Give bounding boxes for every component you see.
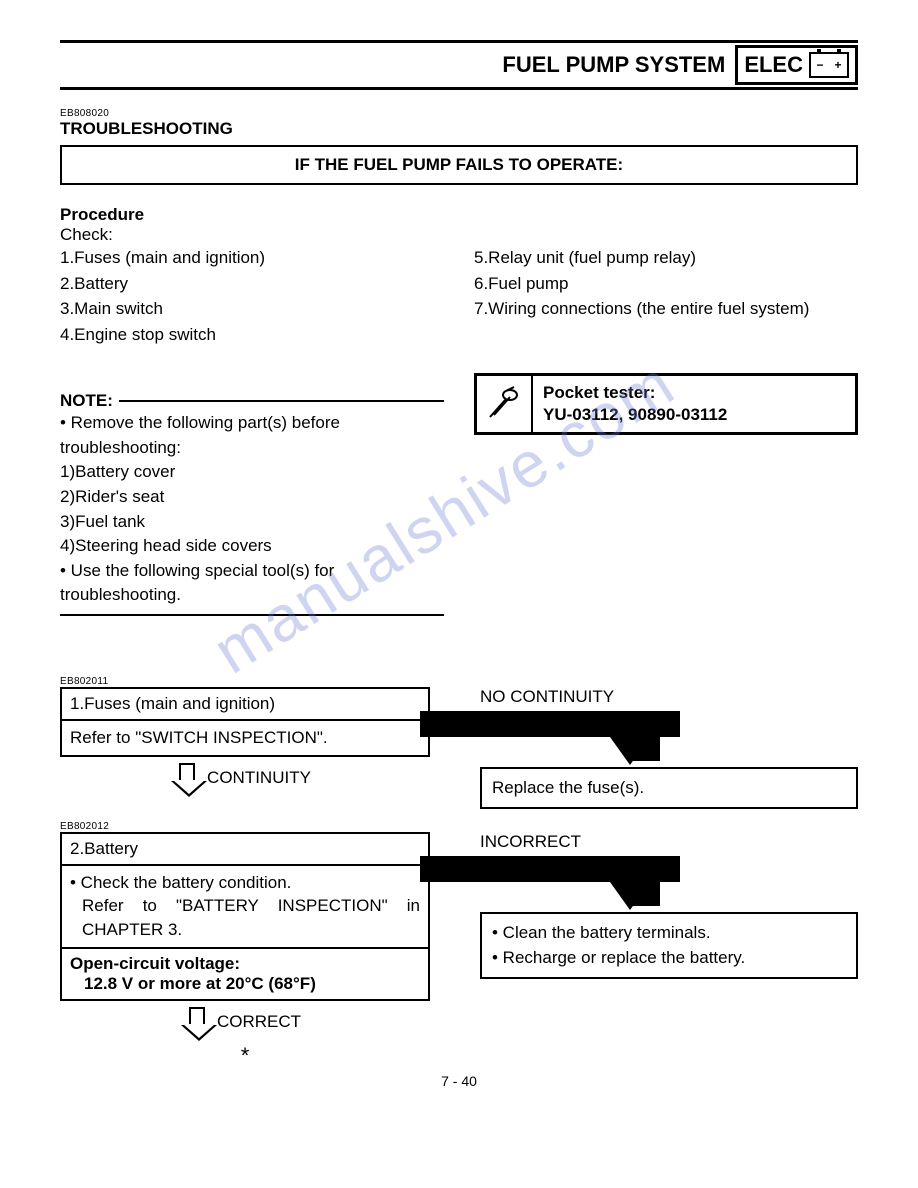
step1-box: 1.Fuses (main and ignition) Refer to "SW… [60, 687, 430, 757]
tool-title: Pocket tester: [543, 382, 727, 404]
step2-sub2: 12.8 V or more at 20°C (68°F) [70, 974, 420, 994]
arrow-down-icon [189, 1007, 205, 1025]
header-title: FUEL PUMP SYSTEM [502, 52, 725, 78]
tool-value: YU-03112, 90890-03112 [543, 404, 727, 426]
result-battery: • Clean the battery terminals. • Recharg… [480, 912, 858, 979]
page-number: 7 - 40 [441, 1073, 477, 1089]
tester-icon [477, 376, 533, 432]
step1-title: 1.Fuses (main and ignition) [62, 689, 428, 721]
procedure-check: Check: [60, 225, 858, 245]
battery-pos: + [834, 58, 841, 72]
elec-label: ELEC [744, 52, 803, 78]
correct-label: CORRECT [217, 1012, 301, 1032]
proc-item: 2.Battery [60, 271, 444, 297]
proc-item: 3.Main switch [60, 296, 444, 322]
section-title: TROUBLESHOOTING [60, 119, 858, 139]
arrow-right-icon [420, 856, 680, 882]
step2-sub1: Open-circuit voltage: [70, 954, 420, 974]
step2-title: 2.Battery [62, 834, 428, 866]
result-line: • Clean the battery terminals. [492, 920, 846, 946]
page-header: FUEL PUMP SYSTEM ELEC − + [60, 40, 858, 90]
flowchart: EB802011 1.Fuses (main and ignition) Ref… [60, 676, 858, 1069]
no-continuity-label: NO CONTINUITY [480, 687, 858, 707]
note-rule [119, 400, 444, 402]
step2-box: 2.Battery • Check the battery condition.… [60, 832, 430, 1001]
note-item: 1)Battery cover [60, 460, 444, 485]
note-label: NOTE: [60, 391, 113, 411]
note-bullet: • Use the following special tool(s) for … [60, 559, 444, 608]
note-item: 4)Steering head side covers [60, 534, 444, 559]
procedure-left: 1.Fuses (main and ignition) 2.Battery 3.… [60, 245, 444, 347]
battery-icon: − + [809, 52, 849, 78]
note-block: NOTE: • Remove the following part(s) bef… [60, 369, 444, 616]
tool-block: Pocket tester: YU-03112, 90890-03112 [474, 369, 858, 435]
result-fuse: Replace the fuse(s). [480, 767, 858, 809]
step1-body: Refer to "SWITCH INSPECTION". [62, 721, 428, 755]
step2-line: Refer to "BATTERY INSPECTION" in CHAPTER… [70, 894, 420, 942]
result-line: • Recharge or replace the battery. [492, 945, 846, 971]
arrow-right-icon [420, 711, 680, 737]
incorrect-label: INCORRECT [480, 832, 858, 852]
proc-item: 6.Fuel pump [474, 271, 858, 297]
proc-item: 4.Engine stop switch [60, 322, 444, 348]
note-bullet: • Remove the following part(s) before tr… [60, 411, 444, 460]
proc-item: 5.Relay unit (fuel pump relay) [474, 245, 858, 271]
doc-code: EB808020 [60, 108, 858, 119]
note-item: 2)Rider's seat [60, 485, 444, 510]
battery-neg: − [816, 58, 823, 72]
banner: IF THE FUEL PUMP FAILS TO OPERATE: [60, 145, 858, 185]
step2-line: • Check the battery condition. [70, 871, 420, 895]
continuity-label: CONTINUITY [207, 768, 311, 788]
procedure-block: Procedure Check: 1.Fuses (main and ignit… [60, 205, 858, 347]
proc-item: 1.Fuses (main and ignition) [60, 245, 444, 271]
elec-tab: ELEC − + [735, 45, 858, 85]
arrow-down-icon [179, 763, 195, 781]
flow-code: EB802011 [60, 676, 858, 687]
procedure-right: 5.Relay unit (fuel pump relay) 6.Fuel pu… [474, 245, 858, 347]
procedure-heading: Procedure [60, 205, 858, 225]
asterisk: * [60, 1043, 430, 1069]
proc-item: 7.Wiring connections (the entire fuel sy… [474, 296, 858, 322]
note-item: 3)Fuel tank [60, 510, 444, 535]
flow-code: EB802012 [60, 821, 858, 832]
